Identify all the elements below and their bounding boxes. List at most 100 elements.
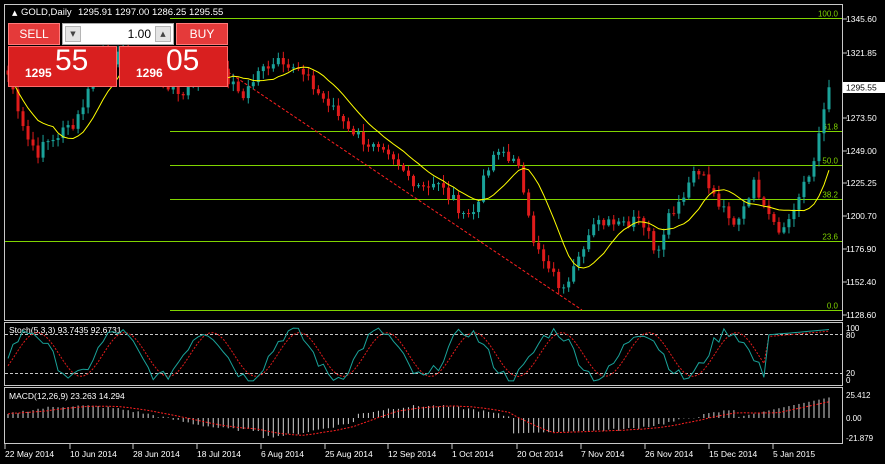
candle-body — [51, 139, 55, 142]
candle-body — [376, 144, 380, 147]
trend-line[interactable] — [227, 71, 583, 311]
candle-body — [301, 68, 305, 75]
macd-signal-line — [7, 401, 830, 436]
candle-body — [176, 82, 180, 94]
candle-body — [732, 218, 736, 225]
buy-button[interactable]: BUY — [176, 23, 228, 45]
candle-body — [417, 185, 420, 187]
candle-body — [487, 170, 491, 176]
candle-body — [351, 128, 355, 135]
sell-price-button[interactable]: 1295 55 — [8, 44, 117, 87]
sell-price-big: 55 — [55, 44, 89, 77]
candle-body — [437, 183, 441, 185]
candle-body — [286, 64, 290, 68]
candle-body — [76, 114, 80, 129]
stoch-axis-label: 0 — [846, 376, 851, 385]
date-label: 12 Sep 2014 — [388, 449, 436, 459]
volume-decrease-icon[interactable]: ▼ — [65, 26, 81, 42]
candle-body — [356, 132, 360, 135]
candle-body — [467, 212, 471, 215]
candle-body — [637, 216, 641, 219]
candle-body — [652, 231, 656, 251]
candle-body — [16, 89, 20, 112]
candle-body — [311, 75, 315, 90]
candle-body — [687, 182, 691, 198]
candle-body — [562, 287, 566, 289]
price-label: 1176.90 — [846, 244, 876, 254]
candle-body — [371, 144, 375, 147]
candle-body — [527, 192, 531, 216]
candle-body — [396, 159, 400, 165]
sell-price-small: 1295 — [25, 66, 52, 80]
buy-price-button[interactable]: 1296 05 — [119, 44, 228, 87]
candle-body — [306, 74, 310, 76]
candle-body — [582, 249, 586, 257]
candle-body — [326, 98, 330, 106]
fibonacci-retracement[interactable]: 100.0 61.8 50.0 38.2 23.6 0.0 — [5, 10, 842, 311]
candle-body — [747, 198, 751, 207]
candle-body — [677, 201, 681, 214]
candle-body — [672, 213, 676, 215]
candle-body — [56, 138, 60, 140]
candle-body — [757, 179, 761, 198]
date-label: 15 Dec 2014 — [709, 449, 757, 459]
candle-body — [71, 125, 75, 129]
date-label: 7 Nov 2014 — [581, 449, 625, 459]
candle-body — [807, 176, 811, 182]
candle-body — [817, 133, 821, 162]
candle-body — [767, 205, 771, 215]
candle-body — [742, 206, 746, 219]
price-label: 1345.60 — [846, 14, 877, 24]
candle-body — [266, 66, 270, 69]
candle-body — [787, 219, 791, 228]
candle-body — [452, 194, 456, 200]
candle-body — [166, 84, 170, 90]
price-label: 1249.00 — [846, 146, 877, 156]
candle-body — [682, 197, 686, 202]
volume-field[interactable]: ▼ 1.00 ▲ — [62, 23, 174, 45]
candle-body — [702, 174, 706, 176]
volume-increase-icon[interactable]: ▲ — [155, 26, 171, 42]
price-label: 1321.85 — [846, 48, 877, 58]
volume-value[interactable]: 1.00 — [127, 27, 151, 41]
candle-body — [812, 161, 816, 177]
candle-body — [692, 170, 696, 183]
candle-body — [657, 249, 661, 251]
candle-body — [261, 66, 265, 72]
candle-body — [557, 271, 561, 289]
candle-body — [622, 221, 626, 223]
one-click-trading-panel: SELL ▼ 1.00 ▲ BUY 1295 55 1296 05 — [8, 23, 228, 87]
candle-body — [411, 175, 415, 187]
stoch-main-line — [7, 327, 830, 382]
candle-body — [477, 201, 481, 213]
candle-body — [46, 141, 50, 143]
candle-body — [447, 187, 451, 200]
candle-body — [647, 227, 651, 232]
candle-body — [321, 93, 325, 99]
collapse-arrow-icon[interactable]: ▲ — [12, 9, 18, 17]
candle-body — [116, 51, 120, 65]
macd-axis-label: 25.412 — [846, 391, 871, 400]
buy-price-small: 1296 — [136, 66, 163, 80]
candle-body — [572, 266, 576, 282]
candle-body — [336, 105, 340, 116]
candle-body — [797, 197, 801, 210]
candle-body — [341, 115, 345, 122]
candle-body — [256, 71, 260, 83]
sell-button[interactable]: SELL — [8, 23, 60, 45]
moving-average-line — [7, 55, 830, 269]
candle-body — [532, 215, 536, 243]
candle-body — [542, 249, 546, 262]
date-label: 10 Jun 2014 — [70, 449, 117, 459]
buy-price-big: 05 — [166, 44, 200, 77]
candle-body — [186, 85, 190, 96]
candle-body — [507, 151, 511, 161]
candle-body — [331, 105, 335, 107]
date-label: 26 Nov 2014 — [645, 449, 693, 459]
candle-body — [21, 111, 25, 127]
candle-body — [401, 164, 405, 171]
candle-body — [366, 144, 370, 147]
candle-body — [547, 261, 551, 269]
candle-body — [226, 68, 230, 85]
